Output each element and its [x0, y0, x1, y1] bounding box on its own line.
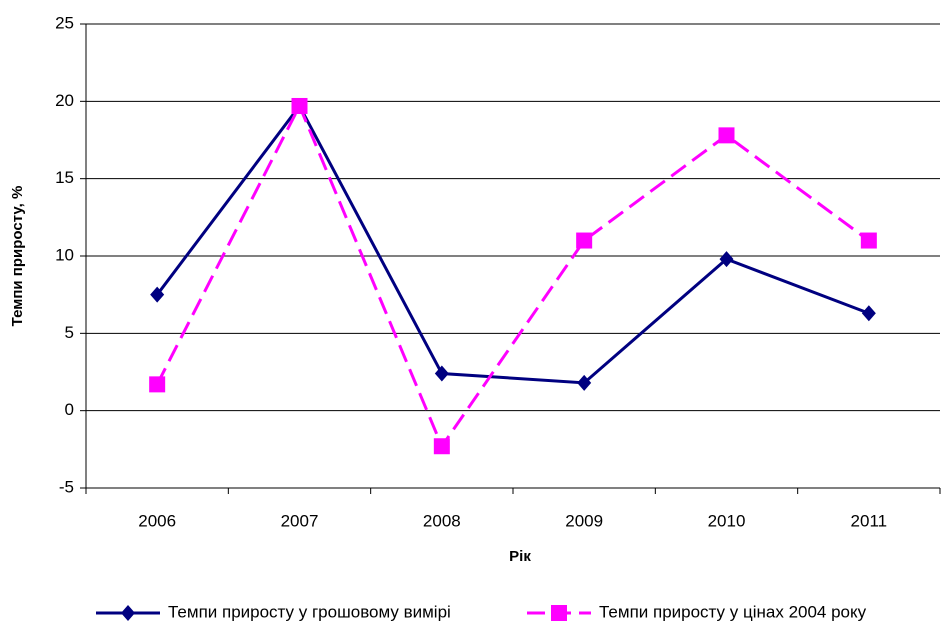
y-tick-label: 15 [55, 168, 74, 187]
x-tick-label: 2011 [851, 511, 888, 530]
data-point [434, 365, 449, 382]
data-point [719, 251, 734, 268]
data-point [576, 232, 593, 249]
data-point [577, 374, 592, 391]
y-tick-label: 5 [65, 323, 74, 342]
legend-label: Темпи приросту у цінах 2004 року [599, 602, 867, 621]
x-tick-label: 2010 [708, 511, 746, 530]
y-tick-label: 25 [55, 13, 74, 32]
y-axis-label: Темпи приросту, % [9, 186, 26, 327]
legend-label: Темпи приросту у грошовому вимірі [168, 602, 451, 621]
data-point [860, 232, 877, 249]
data-point [718, 127, 735, 144]
data-point [291, 97, 308, 114]
x-tick-label: 2009 [565, 511, 603, 530]
y-tick-label: -5 [59, 477, 74, 496]
series-line [155, 102, 870, 450]
legend-marker [551, 605, 567, 621]
x-tick-label: 2008 [423, 511, 461, 530]
x-tick-label: 2007 [281, 511, 319, 530]
y-tick-label: 10 [55, 245, 74, 264]
data-point [861, 305, 876, 322]
x-axis-label: Рік [509, 548, 531, 565]
y-tick-label: 0 [65, 400, 74, 419]
series-line [155, 103, 870, 385]
x-tick-label: 2006 [138, 511, 176, 530]
data-point [150, 286, 165, 303]
legend-marker [121, 605, 135, 621]
data-point [433, 438, 450, 455]
data-point [149, 376, 166, 393]
y-tick-label: 20 [55, 91, 74, 110]
